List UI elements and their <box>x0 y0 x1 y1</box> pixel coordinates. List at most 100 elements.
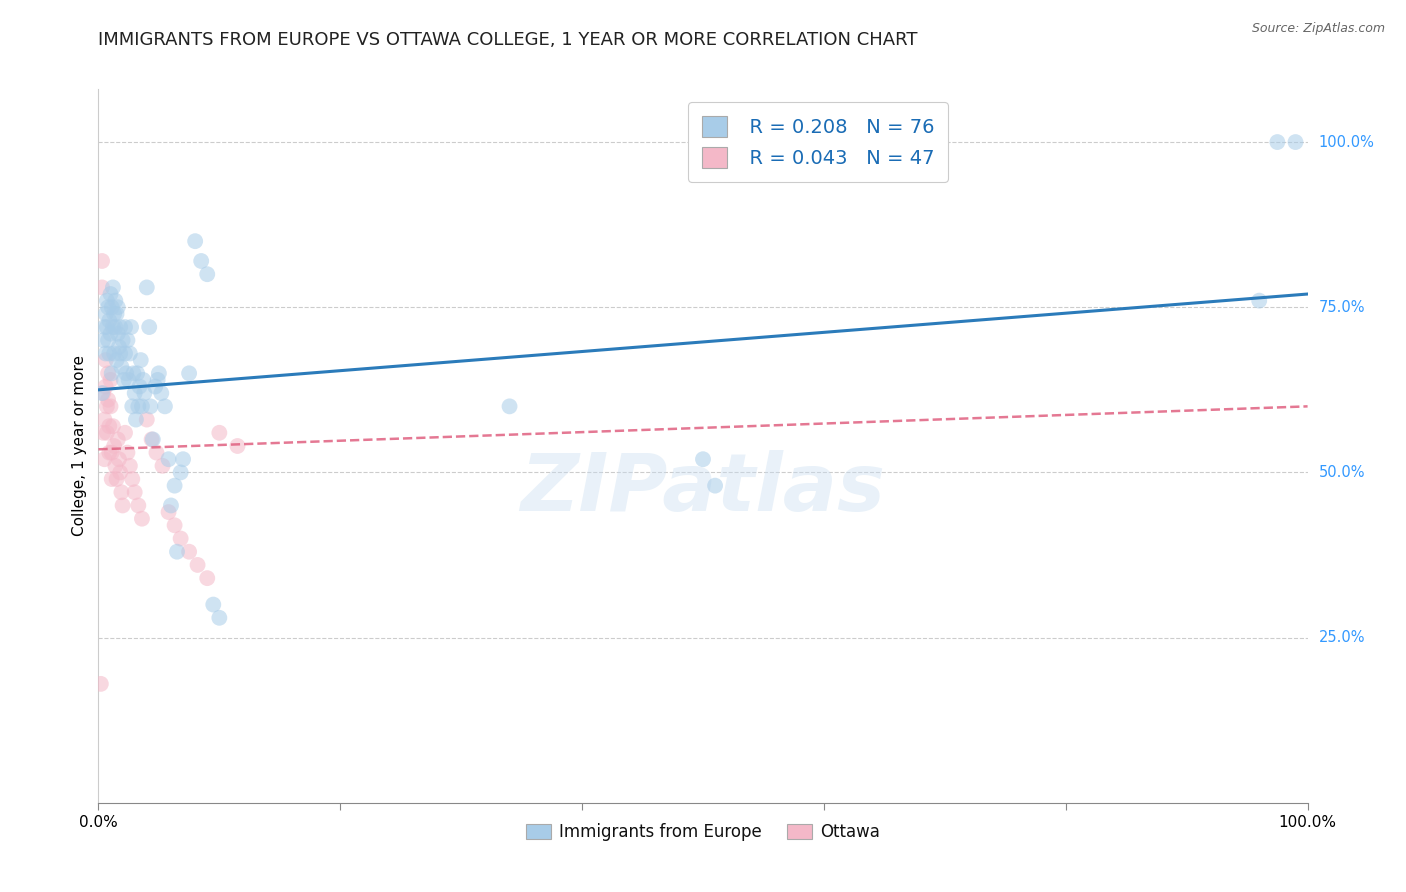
Point <box>169 466 191 480</box>
Point <box>90 677 112 691</box>
Point <box>100 367 122 381</box>
Point <box>195 267 218 281</box>
Point <box>100 445 122 459</box>
Point <box>107 326 129 341</box>
Point <box>94 307 117 321</box>
Point <box>146 373 169 387</box>
Point <box>100 326 122 341</box>
Point <box>208 611 231 625</box>
Point <box>96 400 118 414</box>
Point <box>96 293 118 308</box>
Point <box>125 412 148 426</box>
Point <box>94 379 117 393</box>
Point <box>118 373 141 387</box>
Point <box>108 340 131 354</box>
Point <box>100 472 122 486</box>
Point <box>122 367 145 381</box>
Point <box>141 433 163 447</box>
Text: 25.0%: 25.0% <box>1319 630 1365 645</box>
Point <box>128 379 150 393</box>
Point <box>112 373 135 387</box>
Point <box>97 333 120 347</box>
Point <box>157 505 180 519</box>
Point <box>98 445 121 459</box>
Point <box>98 419 121 434</box>
Point <box>108 466 131 480</box>
Point <box>110 359 132 374</box>
Point <box>104 458 127 473</box>
Point <box>114 346 136 360</box>
Point <box>108 320 131 334</box>
Point <box>100 287 122 301</box>
Text: IMMIGRANTS FROM EUROPE VS OTTAWA COLLEGE, 1 YEAR OR MORE CORRELATION CHART: IMMIGRANTS FROM EUROPE VS OTTAWA COLLEGE… <box>98 31 918 49</box>
Point <box>98 313 121 327</box>
Point <box>97 392 120 407</box>
Point <box>150 386 173 401</box>
Point <box>103 439 125 453</box>
Point <box>117 333 139 347</box>
Point <box>142 433 165 447</box>
Point <box>91 425 114 440</box>
Point <box>103 346 125 360</box>
Point <box>94 346 117 360</box>
Text: 75.0%: 75.0% <box>1319 300 1365 315</box>
Point <box>704 478 727 492</box>
Point <box>93 452 115 467</box>
Point <box>115 367 138 381</box>
Point <box>121 472 143 486</box>
Point <box>127 499 149 513</box>
Text: 100.0%: 100.0% <box>1319 135 1375 150</box>
Point <box>157 452 180 467</box>
Point <box>98 346 121 360</box>
Point <box>184 234 207 248</box>
Point <box>114 320 136 334</box>
Point <box>135 280 157 294</box>
Point <box>91 333 114 347</box>
Text: ZIPatlas: ZIPatlas <box>520 450 886 528</box>
Point <box>1267 135 1289 149</box>
Point <box>202 598 225 612</box>
Legend: Immigrants from Europe, Ottawa: Immigrants from Europe, Ottawa <box>519 817 887 848</box>
Point <box>118 458 141 473</box>
Point <box>91 254 114 268</box>
Point <box>160 499 183 513</box>
Point <box>96 320 118 334</box>
Point <box>163 518 186 533</box>
Point <box>135 412 157 426</box>
Point <box>143 379 166 393</box>
Point <box>163 478 186 492</box>
Point <box>100 400 122 414</box>
Point <box>145 445 167 459</box>
Point <box>498 400 520 414</box>
Point <box>97 300 120 314</box>
Point <box>105 472 128 486</box>
Point <box>114 425 136 440</box>
Point <box>104 320 127 334</box>
Point <box>105 307 128 321</box>
Point <box>91 386 114 401</box>
Point <box>93 412 115 426</box>
Point <box>127 367 149 381</box>
Point <box>117 445 139 459</box>
Point <box>139 400 162 414</box>
Point <box>124 485 146 500</box>
Point <box>94 353 117 368</box>
Point <box>131 511 153 525</box>
Point <box>110 485 132 500</box>
Point <box>127 400 149 414</box>
Point <box>190 254 212 268</box>
Point <box>179 367 201 381</box>
Point <box>153 400 176 414</box>
Point <box>129 353 152 368</box>
Point <box>1284 135 1306 149</box>
Point <box>120 320 142 334</box>
Point <box>121 400 143 414</box>
Point <box>208 425 231 440</box>
Point <box>179 545 201 559</box>
Point <box>195 571 218 585</box>
Point <box>131 400 153 414</box>
Point <box>1249 293 1271 308</box>
Y-axis label: College, 1 year or more: College, 1 year or more <box>72 356 87 536</box>
Point <box>100 300 122 314</box>
Point <box>91 280 114 294</box>
